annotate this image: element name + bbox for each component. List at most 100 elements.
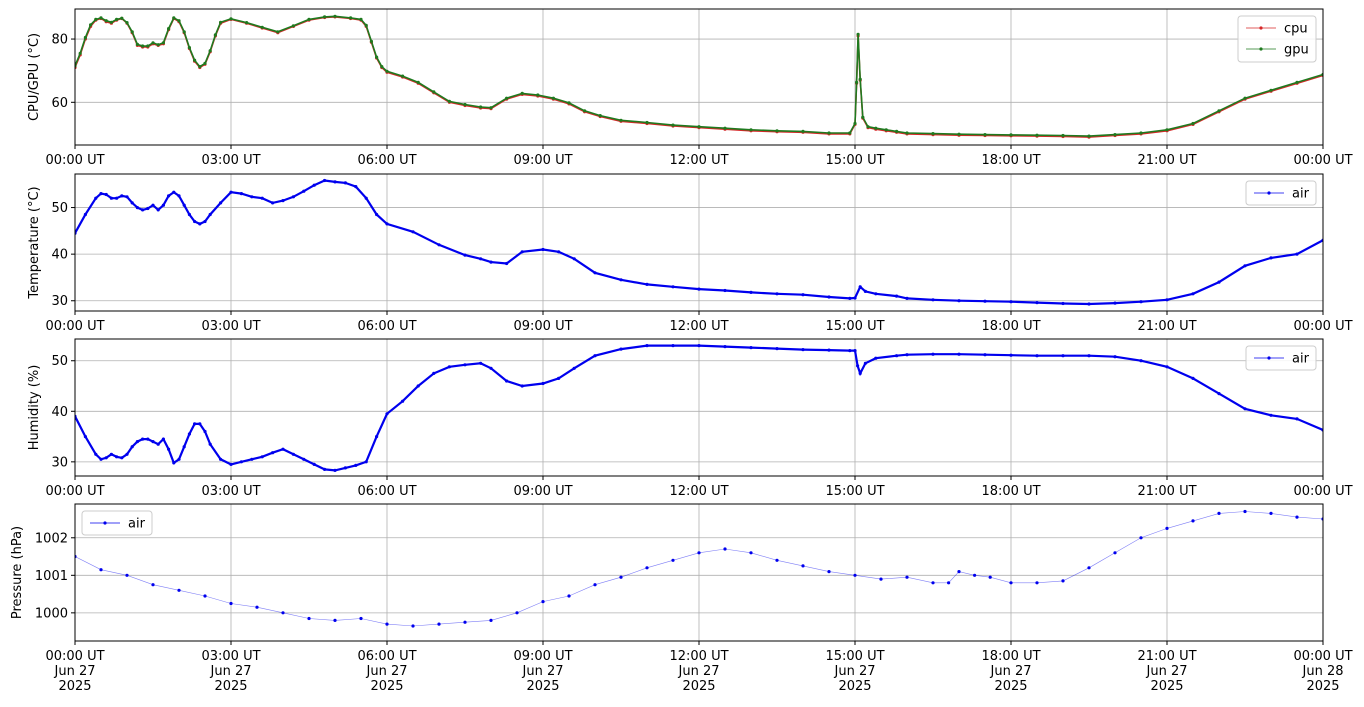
data-point-air xyxy=(109,452,113,456)
data-point-gpu xyxy=(307,17,311,21)
data-point-air xyxy=(858,285,862,289)
data-point-gpu xyxy=(323,15,327,19)
data-point-air xyxy=(208,442,212,446)
y-axis-label: Temperature (°C) xyxy=(27,186,42,299)
x-tick-label: 00:00 UT xyxy=(1293,484,1352,499)
data-point-air xyxy=(520,384,524,388)
data-point-gpu xyxy=(848,131,852,135)
legend-box xyxy=(1237,15,1317,63)
data-point-air xyxy=(156,208,160,212)
data-point-gpu xyxy=(536,93,540,97)
data-point-gpu xyxy=(276,30,280,34)
data-point-air xyxy=(151,203,155,207)
data-point-gpu xyxy=(349,16,353,20)
data-point-air xyxy=(895,294,899,298)
data-point-air xyxy=(1217,511,1221,515)
x-tick-label: 06:00 UT Jun 27 2025 xyxy=(357,649,416,694)
y-tick-label: 1001 xyxy=(35,569,68,584)
x-tick-label: 09:00 UT Jun 27 2025 xyxy=(513,649,572,694)
x-tick-label: 00:00 UT xyxy=(1293,319,1352,334)
x-tick-label: 06:00 UT xyxy=(357,484,416,499)
data-point-air xyxy=(167,447,171,451)
data-point-air xyxy=(1035,354,1039,358)
legend-label: gpu xyxy=(1284,43,1309,58)
data-point-air xyxy=(354,185,358,189)
data-point-air xyxy=(1295,515,1299,519)
data-point-air xyxy=(172,190,176,194)
x-tick-label: 06:00 UT xyxy=(357,319,416,334)
data-point-air xyxy=(333,468,337,472)
data-point-air xyxy=(957,299,961,303)
data-point-air xyxy=(291,452,295,456)
data-point-air xyxy=(219,457,223,461)
data-point-air xyxy=(801,348,805,352)
data-point-air xyxy=(1165,526,1169,531)
data-point-gpu xyxy=(1269,88,1273,92)
data-point-air xyxy=(146,206,150,211)
data-point-gpu xyxy=(187,46,191,50)
data-point-air xyxy=(479,361,483,365)
data-point-air xyxy=(447,365,451,369)
data-point-air xyxy=(260,455,264,459)
data-point-air xyxy=(250,457,254,461)
data-point-air xyxy=(1269,511,1273,515)
data-point-gpu xyxy=(369,39,373,43)
data-point-air xyxy=(1139,300,1143,304)
data-point-air xyxy=(151,583,155,587)
series-line-gpu xyxy=(75,15,1323,137)
data-point-air xyxy=(333,180,337,184)
data-point-air xyxy=(104,192,108,197)
data-point-air xyxy=(645,282,649,286)
data-point-gpu xyxy=(213,33,217,37)
data-point-gpu xyxy=(182,30,186,34)
data-point-gpu xyxy=(983,133,987,137)
data-point-air xyxy=(239,192,243,196)
data-point-air xyxy=(505,261,509,266)
x-tick-label: 00:00 UT xyxy=(45,319,104,334)
data-point-gpu xyxy=(375,55,379,59)
y-tick-label: 40 xyxy=(51,405,68,420)
data-point-air xyxy=(364,196,368,200)
data-point-air xyxy=(281,199,285,203)
data-point-gpu xyxy=(856,32,860,36)
data-point-air xyxy=(94,452,98,456)
x-tick-label: 18:00 UT xyxy=(981,319,1040,334)
data-point-air xyxy=(988,575,992,579)
legend-swatch-marker xyxy=(1259,26,1263,30)
legend: air xyxy=(81,510,153,536)
data-point-air xyxy=(801,564,805,568)
data-point-gpu xyxy=(866,125,870,129)
data-point-air xyxy=(323,467,327,471)
data-point-gpu xyxy=(245,21,249,25)
data-point-gpu xyxy=(167,27,171,31)
data-point-gpu xyxy=(130,30,134,34)
data-point-gpu xyxy=(905,131,909,135)
data-point-air xyxy=(177,588,181,592)
data-point-air xyxy=(858,371,862,375)
data-point-air xyxy=(593,271,597,275)
data-point-gpu xyxy=(1191,121,1195,126)
data-point-gpu xyxy=(479,105,483,109)
x-tick-label: 21:00 UT xyxy=(1137,153,1196,168)
data-point-gpu xyxy=(505,96,509,100)
data-point-air xyxy=(141,437,145,441)
data-point-gpu xyxy=(104,19,108,23)
data-point-air xyxy=(135,206,139,210)
data-point-air xyxy=(146,437,150,441)
data-point-gpu xyxy=(333,14,337,18)
data-point-air xyxy=(1269,413,1273,417)
data-point-air xyxy=(99,568,103,572)
data-point-air xyxy=(291,195,295,199)
data-point-air xyxy=(385,412,389,416)
chart-panel-2: 30 40 50 00:00 UT 03:00 UT 06:00 UT 09:00 UT 12… xyxy=(27,173,1353,334)
data-point-air xyxy=(1295,417,1299,421)
data-point-gpu xyxy=(380,65,384,69)
data-point-air xyxy=(856,364,860,368)
legend-swatch-marker xyxy=(1267,356,1271,360)
y-axis-label: CPU/GPU (°C) xyxy=(27,33,42,121)
data-point-gpu xyxy=(1295,80,1299,84)
data-point-air xyxy=(182,445,186,449)
data-point-air xyxy=(1009,353,1013,357)
data-point-air xyxy=(957,352,961,356)
y-tick-label: 30 xyxy=(51,294,68,309)
